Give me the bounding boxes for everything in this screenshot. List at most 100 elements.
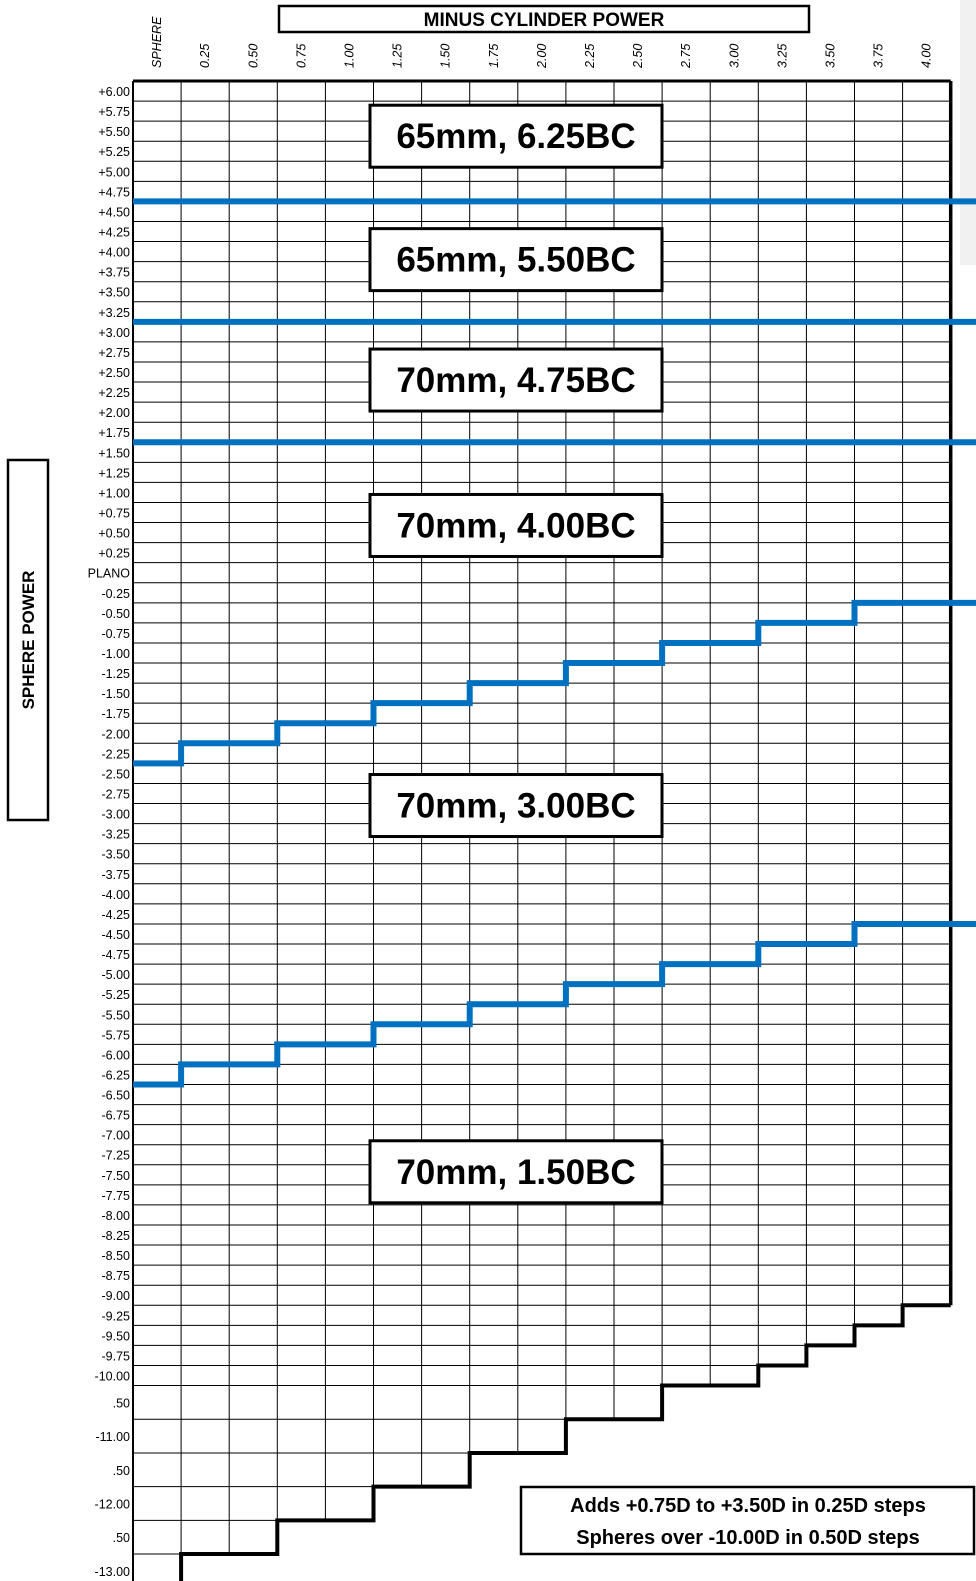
cylinder-tick-label: 1.75 bbox=[487, 44, 501, 68]
sphere-tick-label: +6.00 bbox=[98, 85, 130, 99]
zone-label-box bbox=[368, 347, 664, 413]
sphere-tick-label: -0.75 bbox=[102, 627, 131, 641]
sphere-tick-label: -6.25 bbox=[102, 1068, 131, 1082]
sphere-tick-label: +2.50 bbox=[98, 366, 130, 380]
sphere-tick-label: -2.75 bbox=[102, 787, 131, 801]
cylinder-tick-label: 3.50 bbox=[823, 44, 837, 68]
sphere-tick-label: -4.50 bbox=[102, 928, 131, 942]
cylinder-tick-label: 2.25 bbox=[583, 44, 597, 69]
sphere-tick-label: -5.50 bbox=[102, 1008, 131, 1022]
sphere-tick-label: .50 bbox=[113, 1396, 130, 1410]
sphere-tick-label: -7.25 bbox=[102, 1149, 131, 1163]
notes-box-border bbox=[519, 1485, 976, 1556]
cylinder-tick-label: SPHERE bbox=[150, 16, 164, 68]
zone-label: 70mm, 4.00BC bbox=[396, 506, 635, 545]
sphere-tick-label: +0.25 bbox=[98, 547, 130, 561]
sphere-tick-label: +3.00 bbox=[98, 326, 130, 340]
row-header-box bbox=[6, 458, 50, 822]
column-header-box bbox=[277, 4, 811, 34]
cylinder-tick-label: 1.25 bbox=[391, 44, 405, 68]
cylinder-tick-label: 2.50 bbox=[631, 44, 645, 69]
sphere-tick-label: -7.50 bbox=[102, 1169, 131, 1183]
row-header: SPHERE POWER bbox=[6, 458, 50, 822]
sphere-tick-label: -7.75 bbox=[102, 1189, 131, 1203]
sphere-tick-label: +3.25 bbox=[98, 306, 130, 320]
sphere-tick-label: -8.00 bbox=[102, 1209, 131, 1223]
sphere-tick-label: +1.50 bbox=[98, 446, 130, 460]
note-spheres: Spheres over -10.00D in 0.50D steps bbox=[576, 1527, 920, 1549]
availability-limit-line bbox=[179, 1303, 951, 1581]
zone-labels: 65mm, 6.25BC 65mm, 5.50BC 70mm, 4.75BC 70mm… bbox=[368, 103, 664, 1205]
cylinder-tick-label: 3.00 bbox=[727, 44, 741, 68]
sphere-tick-label: -9.75 bbox=[102, 1349, 131, 1363]
sphere-tick-label: -8.50 bbox=[102, 1249, 131, 1263]
sphere-tick-label: +5.00 bbox=[98, 165, 130, 179]
cylinder-tick-label: 4.00 bbox=[920, 44, 934, 68]
sphere-tick-label: +2.75 bbox=[98, 346, 130, 360]
sphere-tick-label: +3.50 bbox=[98, 286, 130, 300]
cylinder-tick-label: 0.25 bbox=[198, 44, 212, 68]
zone-label-box bbox=[368, 773, 664, 839]
sphere-tick-label: -13.00 bbox=[95, 1565, 130, 1579]
sphere-tick-label: +1.25 bbox=[98, 466, 130, 480]
sphere-tick-label: -7.00 bbox=[102, 1129, 131, 1143]
zone-label-box bbox=[368, 103, 664, 169]
sphere-tick-label: -11.00 bbox=[95, 1430, 130, 1444]
zone-label-box bbox=[368, 227, 664, 293]
sphere-tick-label: -0.25 bbox=[102, 587, 131, 601]
sphere-tick-label: -6.00 bbox=[102, 1048, 131, 1062]
sphere-tick-label: .50 bbox=[113, 1464, 130, 1478]
sphere-tick-label: +4.50 bbox=[98, 205, 130, 219]
sphere-tick-label: +4.25 bbox=[98, 226, 130, 240]
sphere-tick-label: -5.25 bbox=[102, 988, 131, 1002]
cylinder-tick-label: 1.00 bbox=[342, 44, 356, 68]
sphere-tick-label: -2.00 bbox=[102, 727, 131, 741]
zone-label: 70mm, 4.75BC bbox=[396, 361, 635, 400]
sphere-tick-label: +1.00 bbox=[98, 486, 130, 500]
sphere-tick-label: -4.00 bbox=[102, 888, 131, 902]
sphere-tick-label: +4.75 bbox=[98, 185, 130, 199]
sphere-tick-label: +2.25 bbox=[98, 386, 130, 400]
sphere-tick-label: -4.25 bbox=[102, 908, 131, 922]
sphere-tick-label: -9.25 bbox=[102, 1309, 131, 1323]
sphere-tick-label: +2.00 bbox=[98, 406, 130, 420]
sphere-tick-label: -3.50 bbox=[102, 848, 131, 862]
sphere-tick-label: -3.00 bbox=[102, 808, 131, 822]
sphere-tick-label: +0.75 bbox=[98, 507, 130, 521]
sphere-tick-label: -5.75 bbox=[102, 1028, 131, 1042]
cylinder-tick-label: 0.50 bbox=[246, 44, 260, 68]
sphere-tick-label: -1.75 bbox=[102, 707, 131, 721]
sphere-tick-label: -3.25 bbox=[102, 828, 131, 842]
sphere-tick-label: -6.75 bbox=[102, 1109, 131, 1123]
column-header: MINUS CYLINDER POWER bbox=[277, 4, 811, 34]
sphere-tick-label: +0.50 bbox=[98, 527, 130, 541]
sphere-tick-label: -5.00 bbox=[102, 968, 131, 982]
cylinder-tick-labels: SPHERE 0.25 0.50 0.75 1.00 1.25 1.50 1.75 2.00 2.… bbox=[150, 16, 934, 69]
sphere-tick-label: -1.25 bbox=[102, 667, 131, 681]
zone-label: 70mm, 1.50BC bbox=[396, 1153, 635, 1192]
sphere-tick-label: -0.50 bbox=[102, 607, 131, 621]
cylinder-tick-label: 1.50 bbox=[439, 44, 453, 68]
cylinder-tick-label: 2.00 bbox=[535, 44, 549, 69]
sphere-tick-label: -1.00 bbox=[102, 647, 131, 661]
sphere-tick-label: .50 bbox=[113, 1531, 130, 1545]
notes-box: Adds +0.75D to +3.50D in 0.25D steps Sph… bbox=[519, 1485, 976, 1556]
y-axis-label: SPHERE POWER bbox=[19, 571, 38, 710]
sphere-tick-label: -3.75 bbox=[102, 868, 131, 882]
zone-label-box bbox=[368, 1139, 664, 1205]
chart-title: MINUS CYLINDER POWER bbox=[424, 10, 665, 31]
sphere-tick-label: -8.25 bbox=[102, 1229, 131, 1243]
stepped-boundary-line bbox=[133, 599, 976, 767]
sphere-tick-label: +5.50 bbox=[98, 125, 130, 139]
sphere-tick-label: -9.00 bbox=[102, 1289, 131, 1303]
sphere-tick-label: +1.75 bbox=[98, 426, 130, 440]
sphere-tick-label: +5.25 bbox=[98, 145, 130, 159]
stepped-boundary-line bbox=[133, 920, 976, 1088]
cylinder-tick-label: 0.75 bbox=[294, 44, 308, 68]
cylinder-tick-label: 3.25 bbox=[775, 44, 789, 68]
sphere-tick-label: -12.00 bbox=[95, 1498, 130, 1512]
sphere-tick-label: -1.50 bbox=[102, 687, 131, 701]
zone-label-box bbox=[368, 492, 664, 558]
sphere-tick-label: PLANO bbox=[88, 567, 131, 581]
